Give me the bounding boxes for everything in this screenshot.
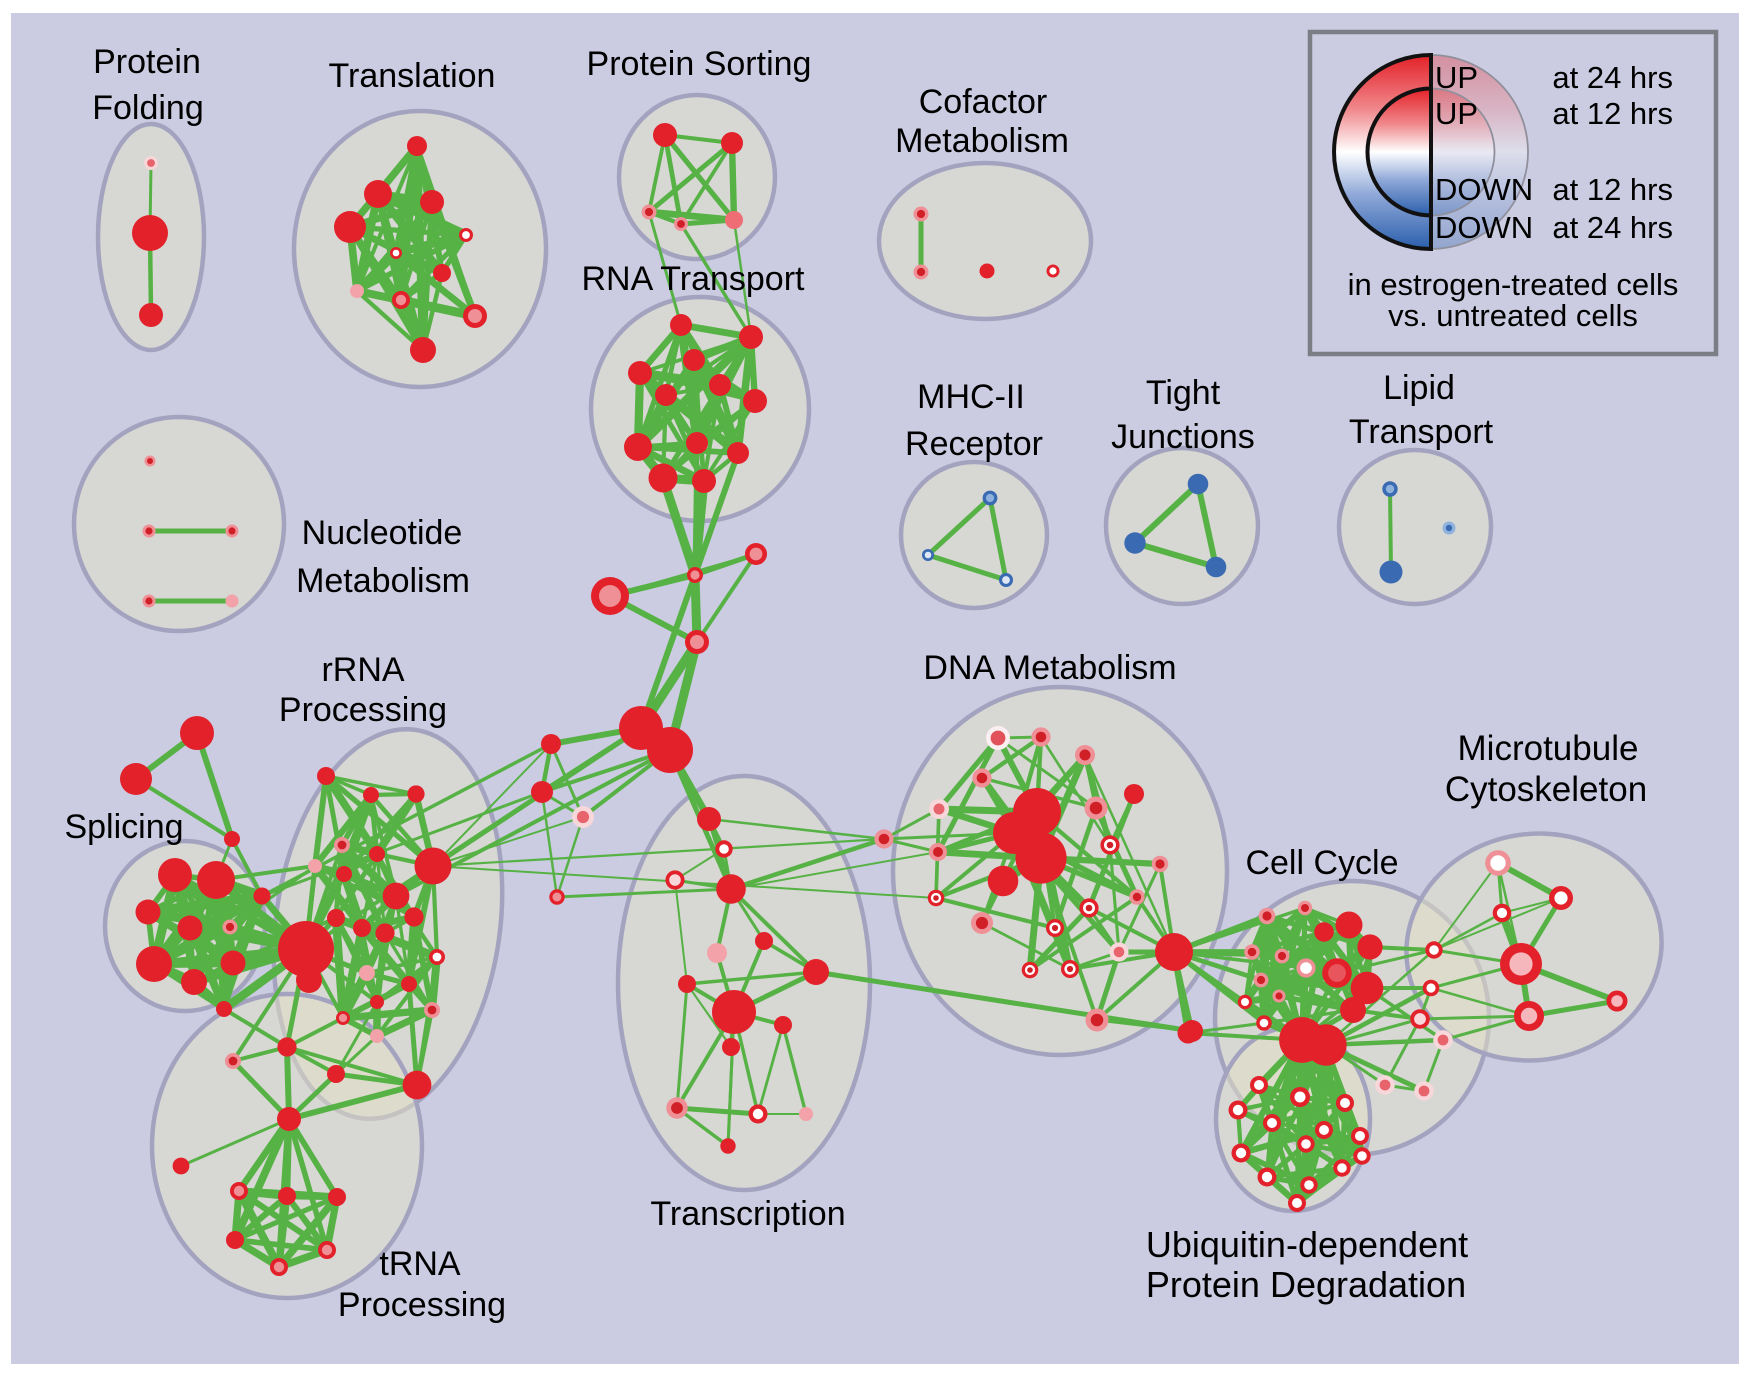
svg-text:Translation: Translation (329, 57, 496, 95)
svg-text:in estrogen-treated cells: in estrogen-treated cells (1348, 267, 1679, 302)
svg-text:Receptor: Receptor (905, 425, 1043, 463)
svg-text:Protein Degradation: Protein Degradation (1146, 1264, 1466, 1305)
svg-text:tRNA: tRNA (379, 1245, 461, 1283)
svg-text:rRNA: rRNA (321, 651, 404, 689)
svg-text:Metabolism: Metabolism (895, 122, 1069, 160)
svg-text:DOWN: DOWN (1435, 172, 1533, 207)
svg-text:DNA Metabolism: DNA Metabolism (923, 649, 1176, 687)
svg-text:UP: UP (1435, 96, 1478, 131)
svg-text:Folding: Folding (92, 89, 204, 127)
svg-text:Tight: Tight (1146, 374, 1221, 412)
svg-text:Cofactor: Cofactor (919, 83, 1048, 121)
svg-text:Processing: Processing (338, 1286, 506, 1324)
svg-text:Cell Cycle: Cell Cycle (1245, 844, 1398, 882)
svg-text:vs. untreated cells: vs. untreated cells (1388, 298, 1638, 333)
svg-text:Cytoskeleton: Cytoskeleton (1445, 770, 1647, 809)
svg-text:at 12 hrs: at 12 hrs (1552, 96, 1673, 131)
svg-text:Transport: Transport (1349, 413, 1494, 451)
svg-text:Junctions: Junctions (1111, 418, 1255, 456)
svg-text:Protein Sorting: Protein Sorting (587, 45, 812, 83)
svg-text:Protein: Protein (93, 43, 201, 81)
svg-text:Lipid: Lipid (1383, 369, 1455, 407)
svg-text:Metabolism: Metabolism (296, 562, 470, 600)
svg-text:Ubiquitin-dependent: Ubiquitin-dependent (1146, 1224, 1468, 1265)
svg-text:Splicing: Splicing (64, 808, 183, 846)
svg-text:at 12 hrs: at 12 hrs (1552, 172, 1673, 207)
svg-text:MHC-II: MHC-II (917, 378, 1025, 416)
svg-text:at 24 hrs: at 24 hrs (1552, 210, 1673, 245)
svg-text:Nucleotide: Nucleotide (302, 514, 463, 552)
svg-text:Processing: Processing (279, 691, 447, 729)
svg-text:UP: UP (1435, 60, 1478, 95)
svg-text:Microtubule: Microtubule (1458, 729, 1639, 768)
svg-text:Transcription: Transcription (650, 1195, 845, 1233)
svg-text:at 24 hrs: at 24 hrs (1552, 60, 1673, 95)
svg-text:RNA Transport: RNA Transport (582, 260, 806, 298)
svg-text:DOWN: DOWN (1435, 210, 1533, 245)
